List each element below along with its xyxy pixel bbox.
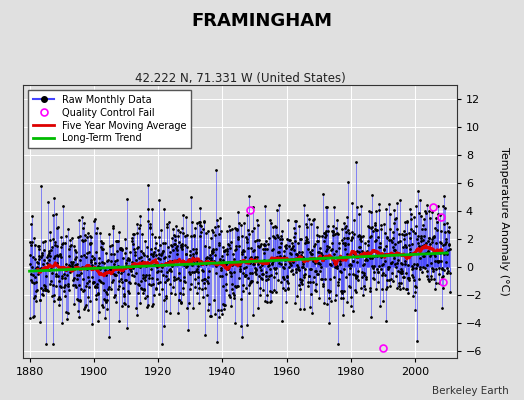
Y-axis label: Temperature Anomaly (°C): Temperature Anomaly (°C) xyxy=(499,147,509,296)
Text: FRAMINGHAM: FRAMINGHAM xyxy=(191,12,333,30)
Title: 42.222 N, 71.331 W (United States): 42.222 N, 71.331 W (United States) xyxy=(135,72,345,85)
Text: Berkeley Earth: Berkeley Earth xyxy=(432,386,508,396)
Legend: Raw Monthly Data, Quality Control Fail, Five Year Moving Average, Long-Term Tren: Raw Monthly Data, Quality Control Fail, … xyxy=(28,90,191,148)
